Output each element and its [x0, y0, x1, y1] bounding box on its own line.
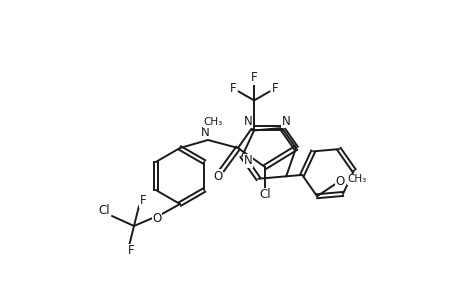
Text: F: F [230, 82, 236, 95]
Text: O: O [152, 212, 161, 226]
Text: N: N [281, 115, 290, 128]
Text: Cl: Cl [258, 188, 270, 202]
Text: CH₃: CH₃ [347, 174, 366, 184]
Text: F: F [140, 194, 146, 208]
Text: N: N [200, 125, 209, 139]
Text: N: N [243, 154, 252, 167]
Text: F: F [271, 82, 277, 95]
Text: N: N [243, 115, 252, 128]
Text: Cl: Cl [98, 205, 110, 218]
Text: O: O [335, 175, 344, 188]
Text: CH₃: CH₃ [203, 117, 222, 127]
Text: O: O [213, 169, 222, 182]
Text: F: F [128, 244, 134, 257]
Text: F: F [250, 71, 257, 84]
